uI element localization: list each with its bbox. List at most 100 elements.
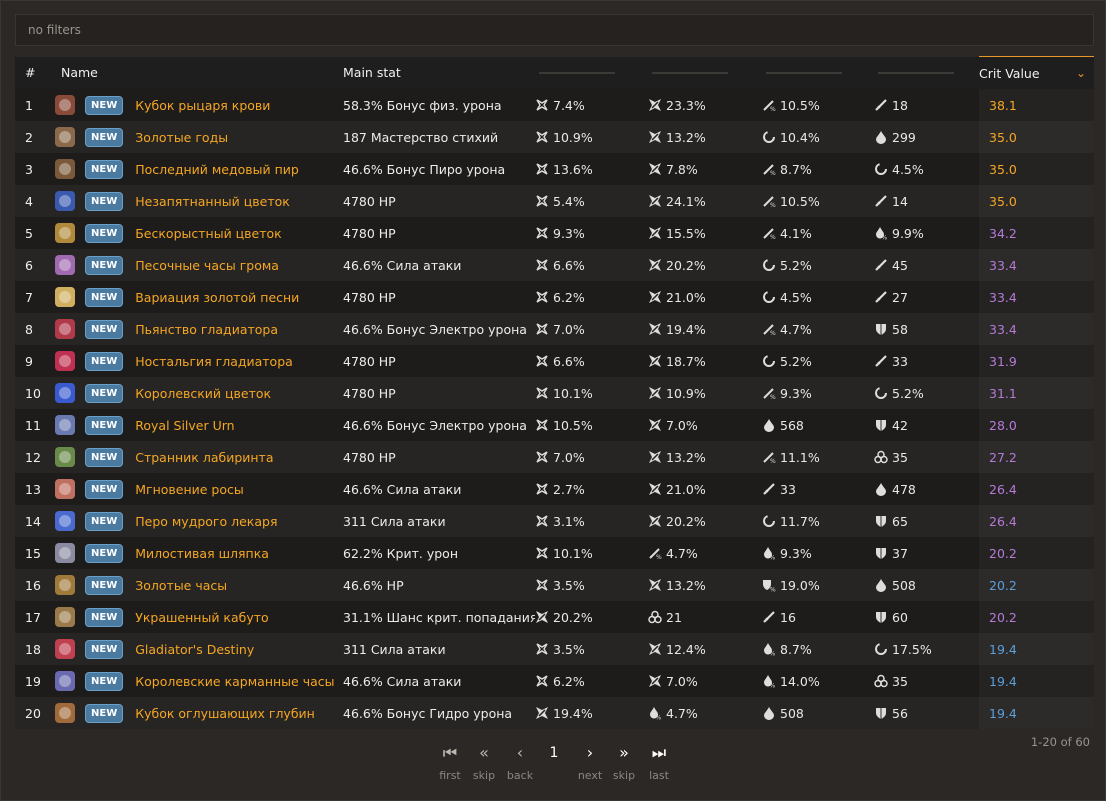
name-cell: NEW Последний медовый пир xyxy=(51,153,343,185)
substat-4-column-header[interactable] xyxy=(874,56,979,89)
substat-value: 14 xyxy=(892,193,908,209)
substat-cell: 478 xyxy=(874,473,979,505)
table-row[interactable]: 20 NEW Кубок оглушающих глубин 46.6% Бон… xyxy=(15,697,1094,729)
crit-value-cell: 20.2 xyxy=(979,537,1094,569)
table-row[interactable]: 12 NEW Странник лабиринта 4780 HP 7.0% 1… xyxy=(15,441,1094,473)
crit-dmg-icon xyxy=(648,642,662,656)
crit-value-cell: 33.4 xyxy=(979,249,1094,281)
substat-cell: 3.5% xyxy=(535,569,648,601)
artifact-name[interactable]: Royal Silver Urn xyxy=(135,417,235,433)
rank-cell: 12 xyxy=(15,441,51,473)
next-button[interactable]: › next xyxy=(570,742,610,782)
substat-cell: 7.4% xyxy=(535,89,648,121)
artifact-name[interactable]: Мгновение росы xyxy=(135,481,244,497)
svg-text:%: % xyxy=(770,170,776,176)
table-row[interactable]: 13 NEW Мгновение росы 46.6% Сила атаки 2… xyxy=(15,473,1094,505)
table-row[interactable]: 9 NEW Ностальгия гладиатора 4780 HP 6.6%… xyxy=(15,345,1094,377)
substat-cell: 568 xyxy=(762,409,874,441)
substat-2-column-header[interactable] xyxy=(648,56,762,89)
name-cell: NEW Милостивая шляпка xyxy=(51,537,343,569)
table-row[interactable]: 4 NEW Незапятнанный цветок 4780 HP 5.4% … xyxy=(15,185,1094,217)
crit-value-cell: 35.0 xyxy=(979,185,1094,217)
artifact-icon xyxy=(55,319,75,339)
hp-percent-icon: % xyxy=(874,226,888,240)
substat-value: 10.5% xyxy=(553,417,593,433)
artifact-name[interactable]: Странник лабиринта xyxy=(135,449,274,465)
artifact-name[interactable]: Песочные часы грома xyxy=(135,257,279,273)
table-row[interactable]: 8 NEW Пьянство гладиатора 46.6% Бонус Эл… xyxy=(15,313,1094,345)
first-page-button[interactable]: ⏮ first xyxy=(430,742,470,782)
substat-3-column-header[interactable] xyxy=(762,56,874,89)
crit-dmg-icon xyxy=(648,322,662,336)
new-badge: NEW xyxy=(85,639,124,659)
svg-text:%: % xyxy=(770,458,776,464)
name-column-header[interactable]: Name xyxy=(51,56,343,89)
substat-1-column-header[interactable] xyxy=(535,56,648,89)
table-row[interactable]: 3 NEW Последний медовый пир 46.6% Бонус … xyxy=(15,153,1094,185)
crit-value-column-header[interactable]: Crit Value ⌄ xyxy=(979,56,1094,89)
svg-text:%: % xyxy=(770,587,776,593)
artifact-name[interactable]: Королевский цветок xyxy=(135,385,272,401)
substat-cell: 6.2% xyxy=(535,665,648,697)
artifact-icon xyxy=(55,127,75,147)
table-row[interactable]: 17 NEW Украшенный кабуто 31.1% Шанс крит… xyxy=(15,601,1094,633)
table-row[interactable]: 18 NEW Gladiator's Destiny 311 Сила атак… xyxy=(15,633,1094,665)
artifact-name[interactable]: Кубок оглушающих глубин xyxy=(135,705,315,721)
artifact-name[interactable]: Gladiator's Destiny xyxy=(135,641,255,657)
table-row[interactable]: 7 NEW Вариация золотой песни 4780 HP 6.2… xyxy=(15,281,1094,313)
table-row[interactable]: 14 NEW Перо мудрого лекаря 311 Сила атак… xyxy=(15,505,1094,537)
main-stat-cell: 62.2% Крит. урон xyxy=(343,537,535,569)
substat-value: 10.9% xyxy=(553,129,593,145)
substat-cell: 27 xyxy=(874,281,979,313)
sort-desc-icon: ⌄ xyxy=(1075,66,1086,80)
table-row[interactable]: 19 NEW Королевские карманные часы 46.6% … xyxy=(15,665,1094,697)
substat-value: 35 xyxy=(892,673,908,689)
artifact-name[interactable]: Незапятнанный цветок xyxy=(135,193,290,209)
artifact-name[interactable]: Золотые годы xyxy=(135,129,229,145)
artifact-name[interactable]: Перо мудрого лекаря xyxy=(135,513,278,529)
substat-cell: 11.7% xyxy=(762,505,874,537)
substat-cell: % 9.3% xyxy=(762,377,874,409)
substat-value: 65 xyxy=(892,513,908,529)
name-cell: NEW Королевский цветок xyxy=(51,377,343,409)
table-row[interactable]: 15 NEW Милостивая шляпка 62.2% Крит. уро… xyxy=(15,537,1094,569)
substat-cell: 3.5% xyxy=(535,633,648,665)
main-stat-column-header[interactable]: Main stat xyxy=(343,56,535,89)
artifact-icon xyxy=(55,639,75,659)
substat-cell: % 11.1% xyxy=(762,441,874,473)
artifact-name[interactable]: Пьянство гладиатора xyxy=(135,321,279,337)
svg-text:%: % xyxy=(770,683,776,689)
crit-dmg-icon xyxy=(648,98,662,112)
artifact-name[interactable]: Последний медовый пир xyxy=(135,161,299,177)
back-button[interactable]: ‹ back xyxy=(500,742,540,782)
artifact-name[interactable]: Кубок рыцаря крови xyxy=(135,97,271,113)
artifact-name[interactable]: Милостивая шляпка xyxy=(135,545,269,561)
crit-dmg-icon xyxy=(648,514,662,528)
current-page[interactable]: 1 xyxy=(549,745,559,761)
artifact-name[interactable]: Бескорыстный цветок xyxy=(135,225,282,241)
substat-cell: 7.0% xyxy=(648,665,762,697)
skip-forward-button[interactable]: » skip xyxy=(604,742,644,782)
substat-value: 45 xyxy=(892,257,908,273)
artifact-name[interactable]: Королевские карманные часы xyxy=(135,673,335,689)
table-row[interactable]: 2 NEW Золотые годы 187 Мастерство стихий… xyxy=(15,121,1094,153)
skip-back-button[interactable]: « skip xyxy=(464,742,504,782)
artifact-name[interactable]: Золотые часы xyxy=(135,577,228,593)
table-row[interactable]: 1 NEW Кубок рыцаря крови 58.3% Бонус физ… xyxy=(15,89,1094,121)
table-row[interactable]: 10 NEW Королевский цветок 4780 HP 10.1% … xyxy=(15,377,1094,409)
artifact-name[interactable]: Ностальгия гладиатора xyxy=(135,353,293,369)
artifact-name[interactable]: Вариация золотой песни xyxy=(135,289,300,305)
table-row[interactable]: 5 NEW Бескорыстный цветок 4780 HP 9.3% 1… xyxy=(15,217,1094,249)
last-page-button[interactable]: ⏭ last xyxy=(639,742,679,782)
name-cell: NEW Странник лабиринта xyxy=(51,441,343,473)
rank-column-header[interactable]: # xyxy=(15,56,51,89)
atk-flat-icon xyxy=(874,354,888,368)
substat-value: 568 xyxy=(780,417,804,433)
table-row[interactable]: 16 NEW Золотые часы 46.6% HP 3.5% 13.2% … xyxy=(15,569,1094,601)
def-percent-icon: % xyxy=(762,578,776,592)
table-row[interactable]: 6 NEW Песочные часы грома 46.6% Сила ата… xyxy=(15,249,1094,281)
main-stat-cell: 4780 HP xyxy=(343,281,535,313)
artifact-name[interactable]: Украшенный кабуто xyxy=(135,609,269,625)
filter-input[interactable]: no filters xyxy=(15,14,1094,46)
table-row[interactable]: 11 NEW Royal Silver Urn 46.6% Бонус Элек… xyxy=(15,409,1094,441)
